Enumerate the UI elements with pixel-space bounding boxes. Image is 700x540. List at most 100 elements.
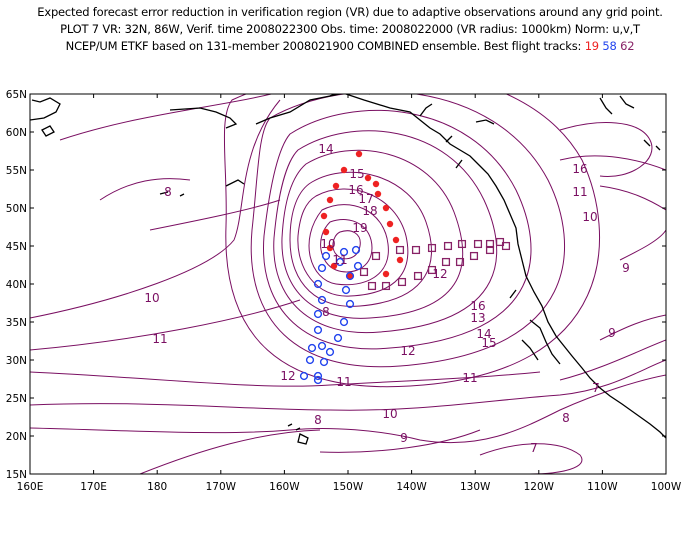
lon-label: 160W — [269, 481, 300, 493]
track-62-point — [469, 251, 479, 261]
lon-label: 120W — [524, 481, 555, 493]
lat-label: 60N — [6, 127, 27, 139]
contour-value-label: 15 — [349, 167, 364, 181]
track-58-point — [313, 309, 323, 319]
contour-value-label: 17 — [358, 192, 373, 206]
track-blue-label: 58 — [602, 39, 617, 53]
contour-value-label: 10 — [320, 237, 335, 251]
track-19-point — [372, 180, 380, 188]
contour-value-label: 8 — [314, 413, 322, 427]
track-58-point — [317, 295, 327, 305]
lon-label: 170W — [206, 481, 237, 493]
track-58-point — [351, 245, 361, 255]
contour-value-label: 18 — [362, 204, 377, 218]
track-19-point — [382, 270, 390, 278]
track-62-point — [441, 257, 451, 267]
track-58-point — [317, 341, 327, 351]
lat-label: 55N — [6, 165, 27, 177]
plot-title-line-3-text: NCEP/UM ETKF based on 131-member 2008021… — [65, 39, 582, 53]
lat-label: 65N — [6, 89, 27, 101]
track-62-point — [443, 241, 453, 251]
flight-track-19 — [320, 150, 404, 280]
track-62-point — [501, 241, 511, 251]
track-19-point — [386, 220, 394, 228]
track-58-point — [345, 271, 355, 281]
track-purple-label: 62 — [620, 39, 635, 53]
flight-track-58 — [299, 245, 363, 385]
verification-region-circle — [692, 300, 700, 372]
lon-label: 160E — [17, 481, 44, 493]
track-19-point — [382, 204, 390, 212]
contour-value-label: 8 — [322, 305, 330, 319]
track-62-point — [427, 265, 437, 275]
track-19-point — [346, 272, 354, 280]
track-19-point — [396, 256, 404, 264]
track-62-point — [485, 239, 495, 249]
track-58-point — [299, 371, 309, 381]
track-58-point — [345, 299, 355, 309]
lon-label: 100W — [651, 481, 682, 493]
contour-value-label: 15 — [481, 336, 496, 350]
lon-label: 110W — [587, 481, 618, 493]
contour-value-label: 11 — [572, 185, 587, 199]
track-58-point — [353, 261, 363, 271]
contour-labels: 1415161718198101112131415161110987121110… — [144, 142, 629, 455]
track-58-point — [313, 375, 323, 385]
track-62-point — [413, 271, 423, 281]
lat-label: 45N — [6, 241, 27, 253]
coastline — [30, 94, 666, 445]
lon-label: 170E — [80, 481, 107, 493]
lat-label: 30N — [6, 355, 27, 367]
flight-track-62 — [359, 237, 511, 291]
track-62-point — [367, 281, 377, 291]
track-19-point — [326, 196, 334, 204]
track-19-point — [332, 182, 340, 190]
track-62-point — [371, 251, 381, 261]
track-58-point — [313, 279, 323, 289]
track-19-point — [326, 244, 334, 252]
track-62-point — [397, 277, 407, 287]
contour-value-label: 11 — [462, 371, 477, 385]
track-58-point — [313, 325, 323, 335]
contour-value-label: 14 — [318, 142, 333, 156]
contour-value-label: 16 — [348, 183, 363, 197]
contour-value-label: 7 — [530, 441, 538, 455]
track-58-point — [335, 257, 345, 267]
contour-value-label: 9 — [400, 431, 408, 445]
longitude-axis: 160E 170E 180 170W 160W 150W 140W 130W 120W 110W 1… — [17, 94, 682, 493]
contour-value-label: 16 — [572, 162, 587, 176]
contour-value-label: 9 — [622, 261, 630, 275]
contour-value-label: 12 — [432, 267, 447, 281]
contour-value-label: 11 — [332, 253, 347, 267]
track-58-point — [339, 247, 349, 257]
lat-label: 50N — [6, 203, 27, 215]
plot-title-line-1: Expected forecast error reduction in ver… — [37, 5, 663, 19]
plot-title-line-2: PLOT 7 VR: 32N, 86W, Verif. time 2008022… — [60, 22, 640, 36]
track-58-point — [321, 251, 331, 261]
contour-value-label: 10 — [582, 210, 597, 224]
lat-label: 20N — [6, 431, 27, 443]
track-58-point — [325, 347, 335, 357]
track-19-point — [322, 228, 330, 236]
track-19-point — [355, 150, 363, 158]
track-19-point — [364, 174, 372, 182]
plot-title-line-3: NCEP/UM ETKF based on 131-member 2008021… — [0, 39, 700, 53]
lon-label: 130W — [460, 481, 491, 493]
contour-value-label: 9 — [608, 326, 616, 340]
flight-tracks — [299, 150, 511, 385]
contour-value-label: 11 — [152, 332, 167, 346]
track-19-point — [392, 236, 400, 244]
contour-value-label: 19 — [352, 221, 367, 235]
contour-value-label: 7 — [592, 381, 600, 395]
lat-label: 25N — [6, 393, 27, 405]
lon-label: 140W — [396, 481, 427, 493]
track-62-point — [457, 239, 467, 249]
track-58-point — [341, 285, 351, 295]
track-58-point — [305, 355, 315, 365]
track-19-point — [330, 262, 338, 270]
track-62-point — [473, 239, 483, 249]
track-62-point — [381, 281, 391, 291]
lon-label: 150W — [333, 481, 364, 493]
track-red-label: 19 — [584, 39, 599, 53]
latitude-axis: 65N 60N 55N 50N 45N 40N 35N 30N 25N 20N 15N — [6, 89, 666, 481]
